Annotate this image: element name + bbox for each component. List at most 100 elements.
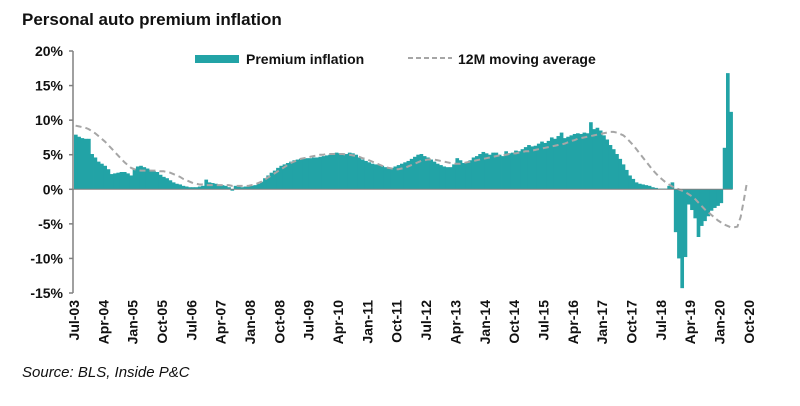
bar xyxy=(178,184,182,190)
bar xyxy=(699,189,704,226)
bar xyxy=(100,163,104,190)
bar xyxy=(589,122,593,190)
bar xyxy=(621,164,626,190)
bar xyxy=(439,165,443,190)
bar xyxy=(122,172,127,190)
bar xyxy=(403,162,407,190)
bar xyxy=(263,178,267,190)
bar xyxy=(129,175,134,190)
y-tick-label: 10% xyxy=(35,112,64,128)
bar xyxy=(308,158,313,190)
bar xyxy=(344,154,349,190)
bar xyxy=(478,154,482,190)
bar xyxy=(726,73,730,190)
bar xyxy=(709,189,714,211)
bar xyxy=(553,138,557,190)
bar xyxy=(148,169,153,190)
bar xyxy=(497,154,502,190)
y-tick-label: 15% xyxy=(35,78,64,94)
bar xyxy=(373,164,378,190)
bar xyxy=(386,168,391,190)
bar xyxy=(494,152,499,190)
bar xyxy=(549,137,554,190)
bar xyxy=(605,139,610,190)
chart-title: Personal auto premium inflation xyxy=(22,10,282,29)
bar xyxy=(331,154,336,190)
bar xyxy=(517,151,522,190)
bar xyxy=(461,163,466,190)
bar xyxy=(540,141,544,190)
bar xyxy=(556,136,561,190)
bar xyxy=(432,161,437,190)
bar xyxy=(175,183,179,190)
bar xyxy=(230,189,235,191)
x-tick-label: Jul-03 xyxy=(66,300,82,341)
bar xyxy=(96,161,101,190)
bar xyxy=(445,167,450,190)
bar xyxy=(563,138,567,190)
bar xyxy=(712,189,717,208)
bar xyxy=(279,165,284,190)
bar xyxy=(380,165,385,190)
bar xyxy=(452,164,456,190)
bar xyxy=(194,187,199,190)
bar xyxy=(347,152,352,190)
x-tick-label: Jan-05 xyxy=(125,300,141,345)
bar xyxy=(572,133,577,190)
bar xyxy=(514,150,518,190)
legend-label-12m-moving-average: 12M moving average xyxy=(458,51,596,67)
bar xyxy=(328,154,332,190)
bar xyxy=(393,166,398,190)
bar xyxy=(223,185,228,190)
source-note: Source: BLS, Inside P&C xyxy=(22,364,190,381)
bar xyxy=(615,154,619,190)
y-tick-label: -5% xyxy=(38,216,63,232)
bar xyxy=(595,127,600,190)
bar xyxy=(74,134,78,190)
x-tick-label: Apr-10 xyxy=(330,300,346,345)
bar xyxy=(582,132,587,190)
bar xyxy=(240,187,244,190)
bar xyxy=(370,163,375,190)
x-tick-label: Oct-08 xyxy=(271,300,287,344)
bar xyxy=(585,133,590,190)
bar xyxy=(429,159,433,190)
bar xyxy=(285,163,290,190)
bar xyxy=(576,133,580,190)
bar xyxy=(667,185,671,190)
bar xyxy=(530,146,535,190)
bar xyxy=(87,138,91,190)
bar xyxy=(93,157,98,190)
bar xyxy=(165,178,169,190)
bar xyxy=(191,187,196,190)
bar xyxy=(321,156,326,190)
x-tick-label: Jul-12 xyxy=(418,300,434,341)
bar xyxy=(673,189,678,233)
bar xyxy=(390,167,394,190)
bar xyxy=(142,167,147,190)
bar xyxy=(351,153,355,190)
bar xyxy=(686,189,691,205)
bar xyxy=(598,130,603,190)
legend: Premium inflation 12M moving average xyxy=(195,51,596,67)
bar xyxy=(654,187,658,190)
bar xyxy=(181,185,186,190)
bar xyxy=(132,168,137,190)
axes xyxy=(69,50,733,294)
bar xyxy=(135,166,140,190)
bar xyxy=(677,189,681,259)
bar xyxy=(109,174,114,190)
bar xyxy=(458,160,463,190)
bar xyxy=(272,170,277,190)
bar xyxy=(259,181,264,190)
bar xyxy=(201,185,205,190)
bar xyxy=(647,185,652,190)
bar xyxy=(416,154,420,190)
bar xyxy=(162,176,166,190)
bar xyxy=(246,186,251,190)
bar xyxy=(481,151,486,190)
bar xyxy=(354,154,359,190)
bar xyxy=(168,180,173,190)
bar xyxy=(220,185,225,190)
x-tick-label: Apr-19 xyxy=(682,300,698,345)
